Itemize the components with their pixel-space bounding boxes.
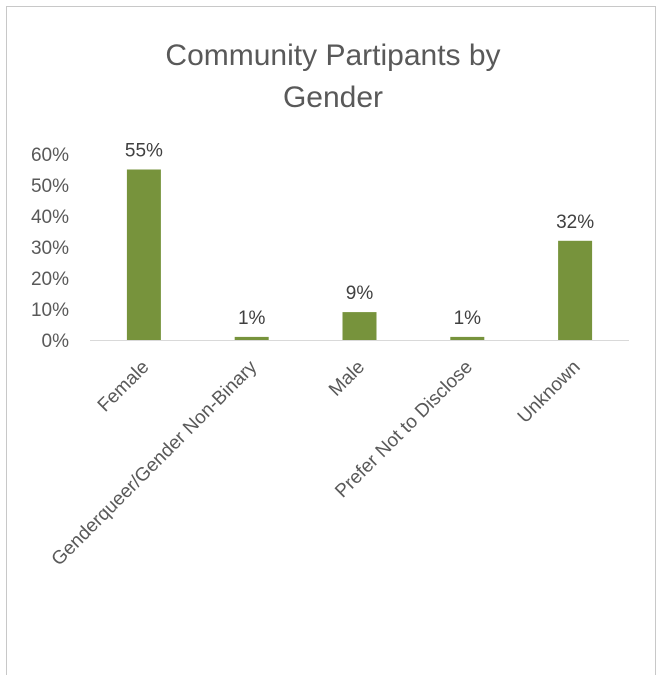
y-tick-label: 0% [42, 331, 70, 352]
bar [234, 336, 269, 340]
bar [342, 312, 377, 340]
x-tick-label: Female [94, 357, 154, 417]
data-label: 32% [556, 212, 594, 233]
y-tick-label: 40% [31, 207, 69, 228]
data-label: 1% [238, 308, 266, 329]
chart-frame: Community Partipants by Gender 0% 10% 20% 3… [6, 6, 656, 675]
bar [558, 240, 593, 340]
bars [126, 169, 593, 340]
data-labels: 55% 1% 9% 1% 32% [125, 141, 594, 329]
chart-title-line-2: Gender [283, 81, 383, 114]
bar-chart: Community Partipants by Gender 0% 10% 20% 3… [31, 39, 629, 570]
x-tick-label: Male [325, 357, 369, 401]
data-label: 1% [454, 308, 482, 329]
bar [450, 336, 485, 340]
y-tick-label: 60% [31, 145, 69, 166]
x-tick-label: Unknown [514, 357, 585, 428]
bar [126, 169, 161, 340]
data-label: 55% [125, 141, 163, 162]
data-label: 9% [346, 283, 374, 304]
y-axis-tick-labels: 0% 10% 20% 30% 40% 50% 60% [31, 145, 69, 352]
y-tick-label: 10% [31, 300, 69, 321]
y-tick-label: 20% [31, 269, 69, 290]
x-tick-label: Genderqueer/Gender Non-Binary [48, 356, 262, 570]
chart-title: Community Partipants by Gender [165, 39, 500, 114]
chart-title-line-1: Community Partipants by [165, 39, 500, 72]
y-tick-label: 50% [31, 176, 69, 197]
y-tick-label: 30% [31, 238, 69, 259]
